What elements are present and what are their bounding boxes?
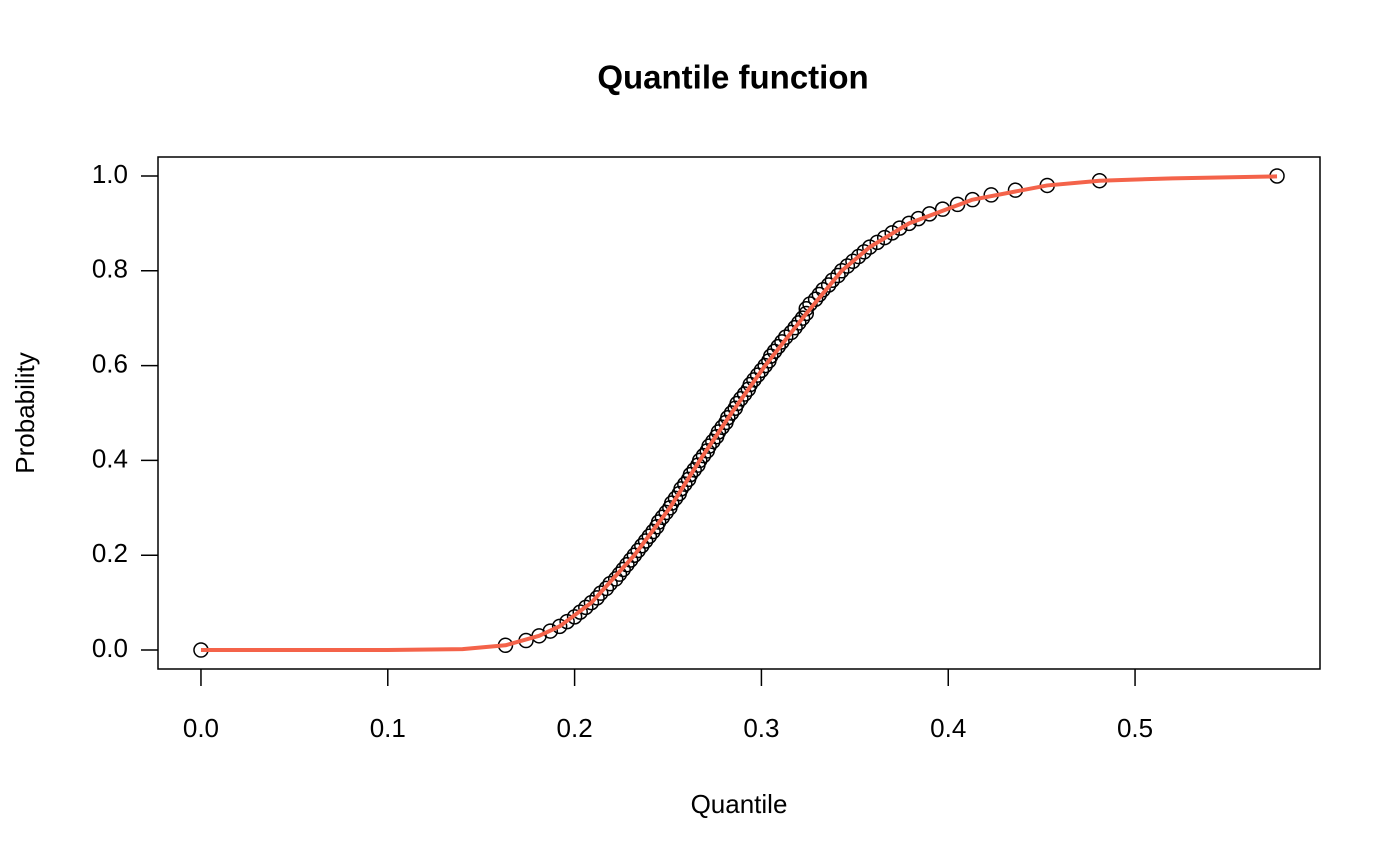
x-axis-label: Quantile: [691, 789, 788, 819]
point: [626, 547, 643, 563]
point: [746, 372, 762, 388]
point: [763, 348, 779, 364]
point: [663, 495, 680, 511]
point: [542, 623, 559, 639]
point: [876, 229, 893, 246]
point: [701, 438, 717, 454]
point: [658, 504, 674, 521]
point: [824, 272, 841, 289]
y-tick-label: 1.0: [92, 159, 128, 189]
point: [736, 386, 753, 402]
x-tick-label: 0.0: [183, 713, 219, 743]
plot-frame: [157, 156, 1321, 670]
point: [815, 281, 831, 298]
point: [654, 509, 671, 526]
point: [901, 215, 917, 232]
point: [695, 447, 712, 464]
point: [811, 286, 828, 303]
y-tick-label: 0.2: [92, 538, 128, 568]
point: [607, 571, 624, 587]
point: [611, 566, 628, 582]
y-tick-label: 0.8: [92, 254, 128, 284]
point: [583, 594, 600, 611]
point: [634, 537, 650, 554]
x-tick-label: 0.3: [743, 713, 779, 743]
x-tick-label: 0.5: [1117, 713, 1153, 743]
point: [820, 277, 837, 293]
point: [862, 239, 878, 255]
point: [794, 310, 811, 326]
point: [845, 253, 861, 270]
point: [723, 405, 740, 421]
point: [729, 395, 745, 412]
y-tick-label: 0.0: [92, 633, 128, 663]
point: [578, 599, 594, 616]
point: [783, 324, 800, 341]
point: [720, 409, 736, 426]
point: [749, 367, 766, 383]
point: [753, 362, 770, 379]
point: [677, 476, 693, 492]
point: [637, 533, 654, 549]
point: [650, 514, 667, 530]
point: [673, 481, 689, 497]
point: [622, 552, 639, 568]
point: [589, 590, 605, 606]
point: [884, 225, 900, 241]
point: [598, 580, 615, 597]
point: [830, 267, 846, 284]
point: [869, 234, 885, 251]
point: [714, 419, 730, 435]
point: [559, 613, 575, 630]
point: [787, 319, 803, 336]
point: [798, 305, 815, 322]
point: [710, 424, 727, 440]
point: [891, 220, 908, 236]
y-axis-label: Probability: [10, 352, 40, 473]
point: [641, 528, 658, 545]
point: [619, 556, 635, 573]
point: [566, 609, 583, 625]
x-tick-label: 0.4: [930, 713, 966, 743]
curve: [200, 174, 1278, 653]
point: [686, 462, 702, 478]
point: [551, 618, 568, 635]
point: [705, 433, 721, 450]
point: [692, 452, 708, 469]
point: [733, 391, 749, 407]
point: [682, 466, 699, 483]
x-tick-label: 0.2: [557, 713, 593, 743]
point: [667, 490, 684, 507]
point: [807, 291, 824, 307]
point: [645, 523, 661, 540]
chart-title: Quantile function: [597, 59, 868, 96]
point: [850, 248, 867, 265]
point: [742, 376, 758, 393]
point: [602, 575, 618, 592]
y-tick-label: 0.6: [92, 348, 128, 378]
point: [615, 561, 631, 578]
y-tick-label: 0.4: [92, 443, 128, 473]
point: [774, 334, 790, 350]
point: [770, 338, 786, 355]
point: [833, 263, 850, 279]
point: [777, 329, 794, 345]
point: [572, 604, 588, 620]
point: [593, 585, 609, 601]
point: [839, 258, 856, 274]
point: [766, 343, 783, 360]
x-tick-label: 0.1: [370, 713, 406, 743]
point: [856, 244, 872, 260]
point: [630, 542, 646, 559]
point: [791, 315, 807, 331]
point: [757, 357, 773, 374]
